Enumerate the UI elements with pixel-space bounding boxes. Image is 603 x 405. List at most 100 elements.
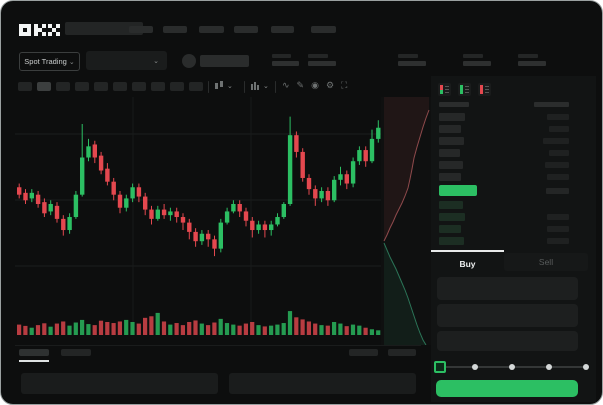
pair-select[interactable]: ⌄ (86, 51, 167, 70)
chevron-down-icon: ⌄ (227, 83, 233, 90)
bid-row[interactable] (439, 225, 569, 233)
chart-type-select[interactable]: ⌄ (214, 81, 233, 91)
orderbook-view-asks-only[interactable] (478, 83, 491, 96)
market-type-select[interactable]: Spot Trading ⌄ (19, 52, 80, 71)
footer-panel (21, 373, 218, 394)
timeframe-button[interactable] (132, 82, 146, 91)
buy-submit-button[interactable] (436, 380, 578, 397)
chevron-down-icon: ⌄ (153, 57, 159, 65)
last-price-row[interactable] (439, 185, 569, 196)
ask-row[interactable] (439, 173, 569, 181)
order-input[interactable] (437, 277, 578, 300)
timeframe-button[interactable] (37, 82, 51, 91)
interval-select[interactable]: ⌄ (250, 81, 269, 91)
footer-action[interactable] (349, 349, 378, 356)
orderbook-cell (439, 113, 465, 121)
timeframe-button[interactable] (189, 82, 203, 91)
stat-value (518, 61, 546, 66)
candlestick-chart[interactable] (15, 97, 381, 345)
stat-value (272, 61, 299, 66)
draw-tool-icon[interactable]: ✎ (296, 80, 305, 90)
timeframe-button[interactable] (151, 82, 165, 91)
active-tab-indicator (431, 250, 504, 252)
bid-row[interactable] (439, 213, 569, 221)
stat-value (308, 61, 336, 66)
orderbook-cell (547, 174, 569, 180)
okx-logo (19, 24, 60, 36)
indicators-icon[interactable]: ∿ (282, 80, 290, 90)
nav-item[interactable] (271, 26, 294, 33)
orderbook-cell (439, 201, 463, 209)
timeframe-button[interactable] (56, 82, 70, 91)
search-input[interactable] (65, 22, 143, 35)
footer-action[interactable] (388, 349, 416, 356)
orderbook-cell (549, 126, 569, 132)
timeframe-button[interactable] (94, 82, 108, 91)
nav-item[interactable] (163, 26, 187, 33)
stat-label (463, 54, 483, 58)
bar-style-icon (251, 82, 259, 90)
nav-item[interactable] (129, 26, 153, 33)
footer-tab-underline (19, 360, 49, 362)
nav-item[interactable] (311, 26, 336, 33)
footer-tab[interactable] (19, 349, 49, 356)
bid-row[interactable] (439, 237, 569, 245)
chevron-down-icon: ⌄ (68, 58, 75, 66)
settings-icon[interactable]: ⚙ (325, 80, 335, 90)
tab-sell[interactable]: Sell (504, 253, 588, 271)
orderbook-view-toggles (438, 83, 491, 96)
nav-item[interactable] (199, 26, 224, 33)
pair-name-placeholder (200, 55, 249, 67)
orderbook-cell (545, 162, 569, 168)
divider (15, 345, 421, 346)
timeframe-button[interactable] (113, 82, 127, 91)
timeframe-button[interactable] (18, 82, 32, 91)
orderbook-header (439, 102, 569, 107)
ask-row[interactable] (439, 137, 569, 145)
stat-label (272, 54, 291, 58)
ask-row[interactable] (439, 113, 569, 121)
stat-value (463, 61, 491, 66)
divider (208, 81, 209, 93)
ask-row[interactable] (439, 161, 569, 169)
orderbook-cell (439, 125, 461, 133)
buy-sell-tabs: Buy Sell (431, 249, 596, 273)
orderbook-cell (547, 238, 569, 244)
tab-buy[interactable]: Buy (431, 249, 504, 273)
timeframe-button[interactable] (75, 82, 89, 91)
orderbook-cell (439, 213, 465, 221)
bid-row[interactable] (439, 201, 569, 209)
timeframe-button[interactable] (170, 82, 184, 91)
slider-dot[interactable] (583, 364, 589, 370)
market-type-label: Spot Trading (24, 57, 67, 66)
orderbook-cell (534, 102, 569, 107)
stat-label (308, 54, 328, 58)
footer-panel (229, 373, 416, 394)
orderbook-cell (439, 137, 464, 145)
slider-handle[interactable] (434, 361, 446, 373)
orderbook-view-combined[interactable] (438, 83, 451, 96)
slider-dot[interactable] (509, 364, 515, 370)
order-input[interactable] (437, 331, 578, 351)
orderbook-cell (439, 149, 460, 157)
nav-item[interactable] (234, 26, 258, 33)
orderbook-cell (547, 226, 569, 232)
footer-tab[interactable] (61, 349, 91, 356)
orderbook-cell (549, 150, 569, 156)
stat-label (518, 54, 538, 58)
orderbook-view-bids-only[interactable] (458, 83, 471, 96)
slider-dot[interactable] (546, 364, 552, 370)
order-input[interactable] (437, 304, 578, 327)
camera-icon[interactable]: ◉ (311, 80, 319, 90)
orderbook-cell (439, 225, 461, 233)
slider-dot[interactable] (472, 364, 478, 370)
fullscreen-icon[interactable]: ⛶ (341, 80, 348, 90)
ask-row[interactable] (439, 149, 569, 157)
depth-chart[interactable] (381, 97, 431, 345)
orderbook-cell (543, 138, 569, 144)
divider (275, 81, 276, 93)
orderbook (439, 102, 569, 249)
ask-row[interactable] (439, 125, 569, 133)
orderbook-cell (547, 114, 569, 120)
